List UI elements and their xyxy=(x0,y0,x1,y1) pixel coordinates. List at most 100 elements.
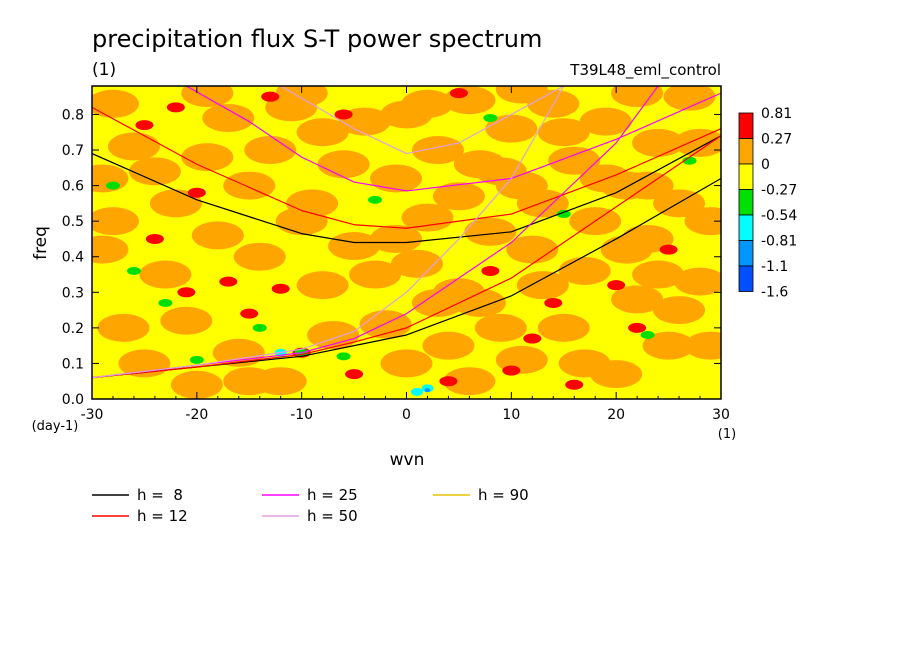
field-spot-red xyxy=(481,265,500,276)
colorbar-swatch xyxy=(738,189,754,216)
field-spot-green xyxy=(252,323,267,332)
colorbar-label: 0.81 xyxy=(761,106,792,122)
colorbar-label: -0.27 xyxy=(761,183,797,199)
x-axis: -30 -20 -10 0 10 20 30 xyxy=(81,86,730,423)
field-patch-orange xyxy=(453,150,506,179)
legend-label: h = 25 xyxy=(307,486,358,504)
field-patch-orange xyxy=(128,157,181,186)
field-patch-orange xyxy=(181,143,234,172)
x-tick-label: 0 xyxy=(402,407,411,423)
colorbar-label: -0.54 xyxy=(761,208,797,224)
field-spot-red xyxy=(334,109,353,120)
legend-label: h = 12 xyxy=(137,507,188,525)
field-patch-orange xyxy=(233,242,286,271)
field-patch-orange xyxy=(92,235,129,264)
colorbar-swatch xyxy=(738,112,754,139)
field-patch-orange xyxy=(92,207,139,236)
field-spot-red xyxy=(240,308,259,319)
field-patch-orange xyxy=(642,331,695,360)
y-tick-label: 0.7 xyxy=(62,143,84,159)
field-patch-orange xyxy=(579,107,632,136)
x-tick-label: -20 xyxy=(185,407,208,423)
field-patch-orange xyxy=(370,224,423,253)
field-patch-orange xyxy=(191,221,244,250)
field-spot-cyan xyxy=(410,387,423,396)
field-spot-red xyxy=(449,88,468,99)
field-patch-orange xyxy=(170,370,223,399)
y-tick-label: 0.0 xyxy=(62,392,84,408)
units-label: (1) xyxy=(92,60,116,80)
field-patch-orange xyxy=(401,203,454,232)
colorbar-label: 0 xyxy=(761,157,770,173)
field-patch-orange xyxy=(307,320,360,349)
field-patch-orange xyxy=(380,349,433,378)
field-spot-red xyxy=(166,102,185,113)
field-patch-orange xyxy=(464,217,517,246)
y-tick-label: 0.1 xyxy=(62,356,84,372)
field-spot-green xyxy=(336,352,351,361)
colorbar-swatch xyxy=(738,240,754,267)
plot-area xyxy=(91,85,722,400)
y-tick-label: 0.4 xyxy=(62,250,84,266)
field-spot-green xyxy=(126,266,141,275)
field-patch-orange xyxy=(663,86,716,111)
y-unit-label: (day-1) xyxy=(32,419,79,434)
dispersion-curve-h25-upper xyxy=(186,86,721,192)
field-patch-orange xyxy=(432,278,485,307)
x-tick-label: 20 xyxy=(607,407,625,423)
field-patch-orange xyxy=(653,296,706,325)
field-patch-orange xyxy=(244,136,297,165)
field-spot-red xyxy=(502,365,521,376)
field-patch-orange xyxy=(422,331,475,360)
field-spot-green xyxy=(189,355,204,364)
field-patch-orange xyxy=(684,207,721,236)
field-patch-orange xyxy=(443,367,496,396)
colorbar-swatch xyxy=(738,163,754,190)
field-patch-orange xyxy=(275,207,328,236)
legend-label: h = 90 xyxy=(478,486,529,504)
field-patch-orange xyxy=(632,128,685,157)
legend-label: h = 50 xyxy=(307,507,358,525)
colorbar-swatch xyxy=(738,138,754,165)
x-tick-label: 30 xyxy=(712,407,730,423)
colorbar-label: -1.6 xyxy=(761,285,788,301)
y-tick-label: 0.2 xyxy=(62,321,84,337)
field-spot-red xyxy=(271,283,290,294)
x-tick-label: 10 xyxy=(502,407,520,423)
field-spot-red xyxy=(187,187,206,198)
field-spot-blue xyxy=(424,388,431,393)
field-patch-orange xyxy=(296,118,349,147)
field-spot-green xyxy=(368,195,383,204)
x-tick-label: -30 xyxy=(81,407,104,423)
field-patch-orange xyxy=(296,271,349,300)
field-patch-orange xyxy=(506,235,559,264)
y-axis-label: freq xyxy=(31,226,51,260)
dispersion-curves xyxy=(92,86,721,379)
dispersion-curve-h12-upper xyxy=(92,106,721,229)
field-patch-orange xyxy=(684,331,721,360)
field-patch-orange xyxy=(537,313,590,342)
field-spot-red xyxy=(219,276,238,287)
x-axis-label: wvn xyxy=(390,450,425,470)
field-spot-red xyxy=(145,233,164,244)
field-patch-orange xyxy=(516,271,569,300)
y-tick-label: 0.8 xyxy=(62,107,84,123)
y-tick-label: 0.3 xyxy=(62,285,84,301)
field-spot-green xyxy=(682,156,697,165)
field-spot-red xyxy=(439,376,458,387)
field-patch-orange xyxy=(611,285,664,314)
colorbar-swatch xyxy=(738,214,754,241)
colorbar-label: 0.27 xyxy=(761,132,792,148)
dispersion-curve-h12-lower xyxy=(92,135,721,379)
field-patch-orange xyxy=(674,128,721,157)
chart-title: precipitation flux S-T power spectrum xyxy=(92,25,542,53)
field-patch-orange xyxy=(611,86,664,108)
field-patch-orange xyxy=(558,349,611,378)
legend: h = 8 h = 12 h = 25 h = 50 h = 90 xyxy=(92,486,529,525)
colorbar-label: -1.1 xyxy=(761,259,788,275)
field-patch-orange xyxy=(317,150,370,179)
field-spot-green xyxy=(158,298,173,307)
field-patch-orange xyxy=(92,89,139,118)
field-patch-orange xyxy=(495,171,548,200)
field-patch-orange xyxy=(181,86,234,108)
